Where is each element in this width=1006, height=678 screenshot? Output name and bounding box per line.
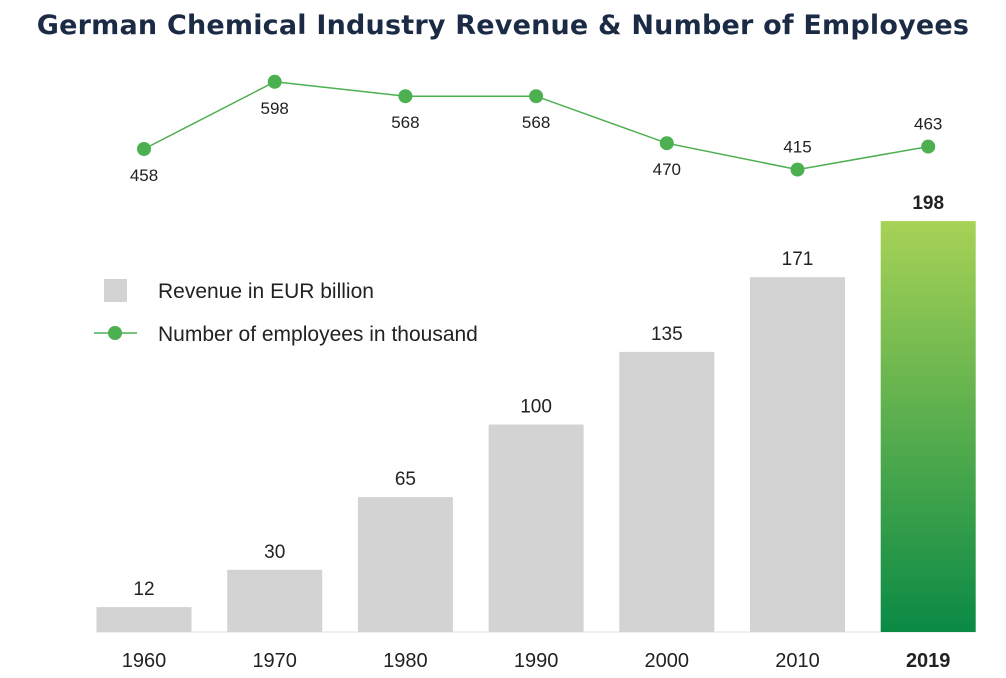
bar-value-label-2019: 198 bbox=[912, 193, 944, 214]
x-tick-label-1970: 1970 bbox=[252, 650, 297, 672]
employee-point-2000 bbox=[659, 136, 674, 151]
employee-value-label-1960: 458 bbox=[130, 166, 158, 185]
bar-group bbox=[96, 221, 976, 633]
legend-marker-employees bbox=[108, 326, 122, 340]
x-tick-label-2000: 2000 bbox=[645, 650, 690, 672]
employee-point-2010 bbox=[790, 162, 805, 177]
chart-title: German Chemical Industry Revenue & Numbe… bbox=[36, 10, 970, 41]
bar-2010 bbox=[750, 277, 845, 632]
legend-label-employees: Number of employees in thousand bbox=[158, 323, 478, 346]
x-tick-label-2019: 2019 bbox=[906, 650, 951, 672]
bar-value-label-1990: 100 bbox=[520, 397, 552, 418]
employee-line-group: 458 598 568 568 470 415 463 bbox=[130, 74, 942, 185]
bar-value-label-2000: 135 bbox=[651, 324, 683, 345]
bar-2000 bbox=[619, 351, 715, 632]
bar-value-label-1980: 65 bbox=[395, 469, 416, 490]
bar-1960 bbox=[96, 607, 192, 632]
x-tick-label-1980: 1980 bbox=[383, 650, 428, 672]
employee-value-label-2000: 470 bbox=[653, 160, 681, 179]
bar-value-label-1960: 12 bbox=[133, 579, 154, 600]
x-tick-label-2010: 2010 bbox=[775, 650, 820, 672]
employee-value-label-2019: 463 bbox=[914, 115, 942, 134]
bar-value-label-1970: 30 bbox=[264, 542, 285, 563]
bar-1970 bbox=[227, 569, 323, 633]
legend-swatch-revenue bbox=[104, 279, 127, 302]
employee-value-label-1990: 568 bbox=[522, 113, 550, 132]
bar-1990 bbox=[488, 424, 584, 632]
x-tick-group: 1960 1970 1980 1990 2000 2010 2019 bbox=[122, 650, 951, 672]
employee-value-label-1970: 598 bbox=[261, 99, 289, 118]
bar-value-label-2010: 171 bbox=[782, 249, 814, 270]
employee-value-label-1980: 568 bbox=[391, 113, 419, 132]
legend-label-revenue: Revenue in EUR billion bbox=[158, 280, 374, 303]
employee-point-1970 bbox=[267, 74, 282, 89]
employee-point-1990 bbox=[529, 89, 544, 104]
legend: Revenue in EUR billion Number of employe… bbox=[94, 279, 478, 346]
bar-2019 bbox=[880, 221, 976, 632]
employee-point-2019 bbox=[921, 139, 936, 154]
x-tick-label-1990: 1990 bbox=[514, 650, 559, 672]
employee-point-1980 bbox=[398, 89, 413, 104]
employee-value-label-2010: 415 bbox=[783, 138, 811, 157]
x-tick-label-1960: 1960 bbox=[122, 650, 167, 672]
bar-1980 bbox=[357, 497, 453, 632]
bar-label-group: 12 30 65 100 135 171 198 bbox=[133, 193, 944, 600]
employee-point-1960 bbox=[137, 142, 151, 156]
